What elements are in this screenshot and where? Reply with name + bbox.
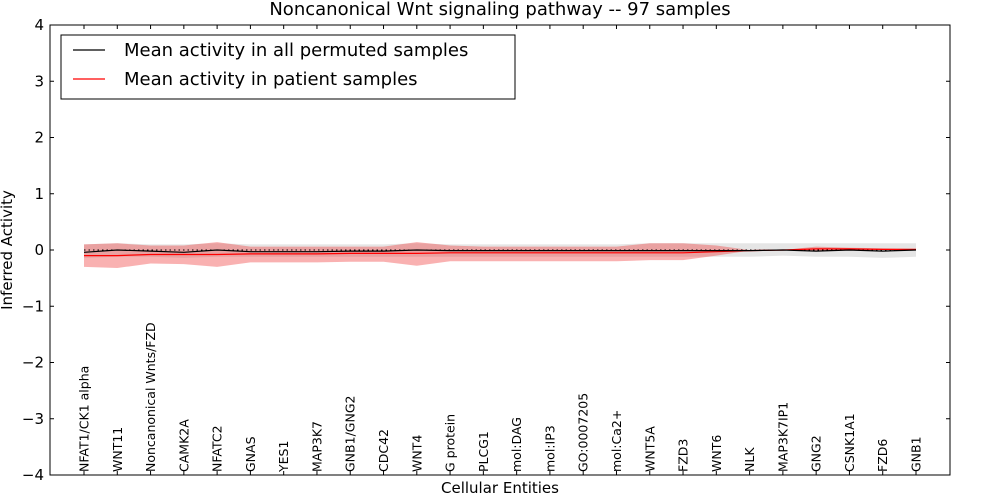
x-category-label: CSNK1A1: [842, 413, 857, 472]
x-category-labels: NFAT1/CK1 alpha WNT11 Noncanonical Wnts/FZ…: [77, 25, 924, 475]
series-lines: [83, 248, 917, 257]
x-category-label: MAP3K7: [310, 421, 325, 472]
y-tick-label: 4: [34, 16, 44, 34]
x-category-label: mol:Ca2+: [609, 410, 624, 472]
x-category-label: NLK: [742, 447, 757, 472]
x-category-label: FZD6: [875, 439, 890, 472]
x-category-label: YES1: [276, 441, 291, 473]
y-tick-label: −2: [22, 354, 44, 372]
x-category-label: CDC42: [376, 429, 391, 472]
x-category-label: CAMK2A: [176, 419, 191, 472]
y-tick-label: 2: [34, 129, 44, 147]
y-tick-label: −1: [22, 297, 44, 315]
y-tick-label: −4: [22, 466, 44, 484]
x-category-label: NFAT1/CK1 alpha: [77, 366, 92, 472]
x-category-label: WNT11: [110, 427, 125, 472]
x-category-label: mol:DAG: [509, 417, 524, 472]
x-category-label: WNT4: [409, 435, 424, 472]
x-category-label: MAP3K7IP1: [775, 402, 790, 472]
x-category-label: GNB1/GNG2: [343, 396, 358, 472]
x-category-label: GNAS: [243, 436, 258, 472]
y-tick-label: −3: [22, 410, 44, 428]
y-axis-label: Inferred Activity: [0, 190, 16, 310]
band-patient: [84, 242, 916, 268]
x-category-label: NFATC2: [210, 425, 225, 472]
legend-entry: Mean activity in all permuted samples: [124, 40, 468, 61]
x-category-label: WNT5A: [642, 426, 657, 472]
legend-box: [60, 34, 516, 100]
legend-entry: Mean activity in patient samples: [124, 69, 418, 90]
series-line-permuted: [83, 249, 917, 253]
x-category-label: PLCG1: [476, 431, 491, 472]
x-category-label: WNT6: [709, 435, 724, 472]
chart-title: Noncanonical Wnt signaling pathway -- 97…: [269, 0, 730, 20]
y-axis: 4 3 2 1 0 −1 −2 −3 −4: [22, 16, 950, 484]
y-tick-label: 0: [34, 241, 44, 259]
y-tick-label: 1: [34, 185, 44, 203]
x-category-label: GNG2: [809, 435, 824, 472]
x-category-label: mol:IP3: [542, 425, 557, 472]
x-category-label: GO:0007205: [576, 393, 591, 472]
x-category-label: FZD3: [676, 439, 691, 472]
x-category-label: Noncanonical Wnts/FZD: [143, 322, 158, 472]
x-category-label: G protein: [443, 414, 458, 472]
x-category-label: GNB1: [909, 436, 924, 472]
y-tick-label: 3: [34, 72, 44, 90]
legend: Mean activity in all permuted samples Mea…: [60, 34, 516, 100]
x-axis-label: Cellular Entities: [441, 479, 559, 497]
